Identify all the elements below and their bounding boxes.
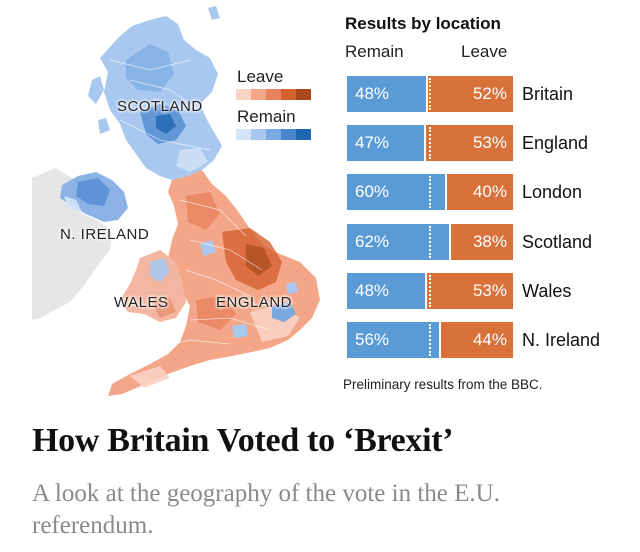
remain-swatch-1 (236, 129, 251, 140)
bar-divider (424, 125, 426, 162)
remain-percent-label: 48% (355, 84, 390, 103)
england-leave-darkest (246, 244, 272, 276)
leave-column-header: Leave (461, 42, 508, 61)
bar-divider (445, 174, 447, 211)
bar-divider (439, 322, 441, 358)
location-label: Wales (522, 280, 572, 301)
legend-remain-scale (236, 129, 311, 140)
n-ireland-darker (76, 178, 110, 206)
location-label: Scotland (522, 231, 593, 252)
england-label: ENGLAND (216, 294, 293, 311)
result-row: 48% 53% Wales (347, 272, 632, 309)
result-bar: 48% 53% (347, 272, 513, 309)
legend-leave-label: Leave (237, 67, 284, 86)
uk-map-graphic (32, 6, 320, 396)
remain-bar-segment: 48% (347, 76, 426, 112)
leave-bar-segment: 53% (427, 272, 513, 309)
ireland-land (32, 168, 112, 320)
wales-leave (150, 298, 176, 318)
legend-leave-scale (236, 89, 311, 100)
remain-percent-label: 62% (355, 231, 390, 251)
location-label: London (522, 182, 583, 203)
result-row: 60% 40% London (347, 174, 632, 211)
scotland-mid (126, 44, 174, 92)
remain-swatch-2 (251, 129, 266, 140)
legend-remain-label: Remain (237, 107, 296, 126)
remain-column-header: Remain (345, 42, 404, 61)
scotland-darkest (156, 114, 176, 134)
remain-swatch-5 (296, 129, 311, 140)
fifty-percent-line (429, 225, 431, 258)
scotland-label: SCOTLAND (117, 98, 203, 115)
result-bar: 62% 38% (347, 223, 513, 260)
leave-percent-label: 53% (472, 133, 507, 153)
remain-percent-label: 48% (355, 280, 390, 300)
wales-remain (150, 258, 170, 282)
bar-divider (425, 272, 427, 309)
result-bar: 60% 40% (347, 174, 513, 211)
london-remain (272, 302, 296, 322)
wales-label: WALES (114, 294, 169, 311)
remain-bar-segment: 47% (347, 125, 424, 162)
remain-bar-segment: 60% (347, 174, 445, 211)
bar-divider (426, 76, 428, 112)
result-row: 48% 52% Britain (347, 76, 632, 112)
district-borders (109, 59, 271, 351)
result-row: 62% 38% Scotland (347, 223, 632, 260)
leave-swatch-1 (236, 89, 251, 100)
fifty-percent-line (429, 127, 431, 160)
result-bar: 47% 53% (347, 125, 513, 162)
leave-bar-segment: 52% (428, 76, 513, 112)
n-ireland-lighter (64, 196, 82, 212)
result-row: 56% 44% N. Ireland (347, 322, 632, 358)
leave-swatch-2 (251, 89, 266, 100)
remain-percent-label: 56% (355, 330, 390, 349)
location-label: Britain (522, 84, 574, 104)
leave-percent-label: 52% (472, 84, 507, 103)
fifty-percent-line (429, 176, 431, 209)
fifty-percent-line (429, 274, 431, 307)
article-headline[interactable]: How Britain Voted to ‘Brexit’ (32, 422, 454, 459)
leave-bar-segment: 40% (447, 174, 513, 211)
remain-bar-segment: 56% (347, 322, 439, 358)
n-ireland-label: N. IRELAND (60, 226, 150, 243)
fifty-percent-line (429, 324, 431, 356)
remain-bar-segment: 48% (347, 272, 425, 309)
remain-percent-label: 47% (355, 133, 390, 153)
england-leave-light (130, 304, 300, 388)
leave-bar-segment: 53% (426, 125, 513, 162)
england-leave-mid (186, 192, 236, 330)
result-bar: 48% 52% (347, 76, 513, 112)
location-label: England (522, 133, 589, 154)
fifty-percent-line (429, 78, 431, 110)
bar-divider (449, 223, 451, 260)
leave-bar-segment: 44% (441, 322, 513, 358)
leave-swatch-4 (281, 89, 296, 100)
leave-swatch-5 (296, 89, 311, 100)
leave-percent-label: 40% (472, 182, 507, 202)
leave-bar-segment: 38% (451, 223, 513, 260)
scotland-light (176, 148, 208, 172)
england-remain-patches (200, 240, 298, 338)
leave-percent-label: 38% (472, 231, 507, 251)
results-title: Results by location (345, 14, 501, 33)
remain-swatch-4 (281, 129, 296, 140)
scotland-islands (88, 6, 220, 134)
leave-percent-label: 44% (472, 330, 507, 349)
source-note: Preliminary results from the BBC. (343, 377, 543, 392)
leave-percent-label: 53% (472, 280, 507, 300)
location-label: N. Ireland (522, 330, 601, 350)
result-bar: 56% 44% (347, 322, 513, 358)
remain-bar-segment: 62% (347, 223, 449, 260)
result-row: 47% 53% England (347, 125, 632, 162)
remain-percent-label: 60% (355, 182, 390, 202)
article-summary: A look at the geography of the vote in t… (32, 480, 500, 539)
leave-swatch-3 (266, 89, 281, 100)
remain-swatch-3 (266, 129, 281, 140)
referendum-map: SCOTLAND N. IRELAND WALES ENGLAND Leave … (0, 0, 330, 410)
